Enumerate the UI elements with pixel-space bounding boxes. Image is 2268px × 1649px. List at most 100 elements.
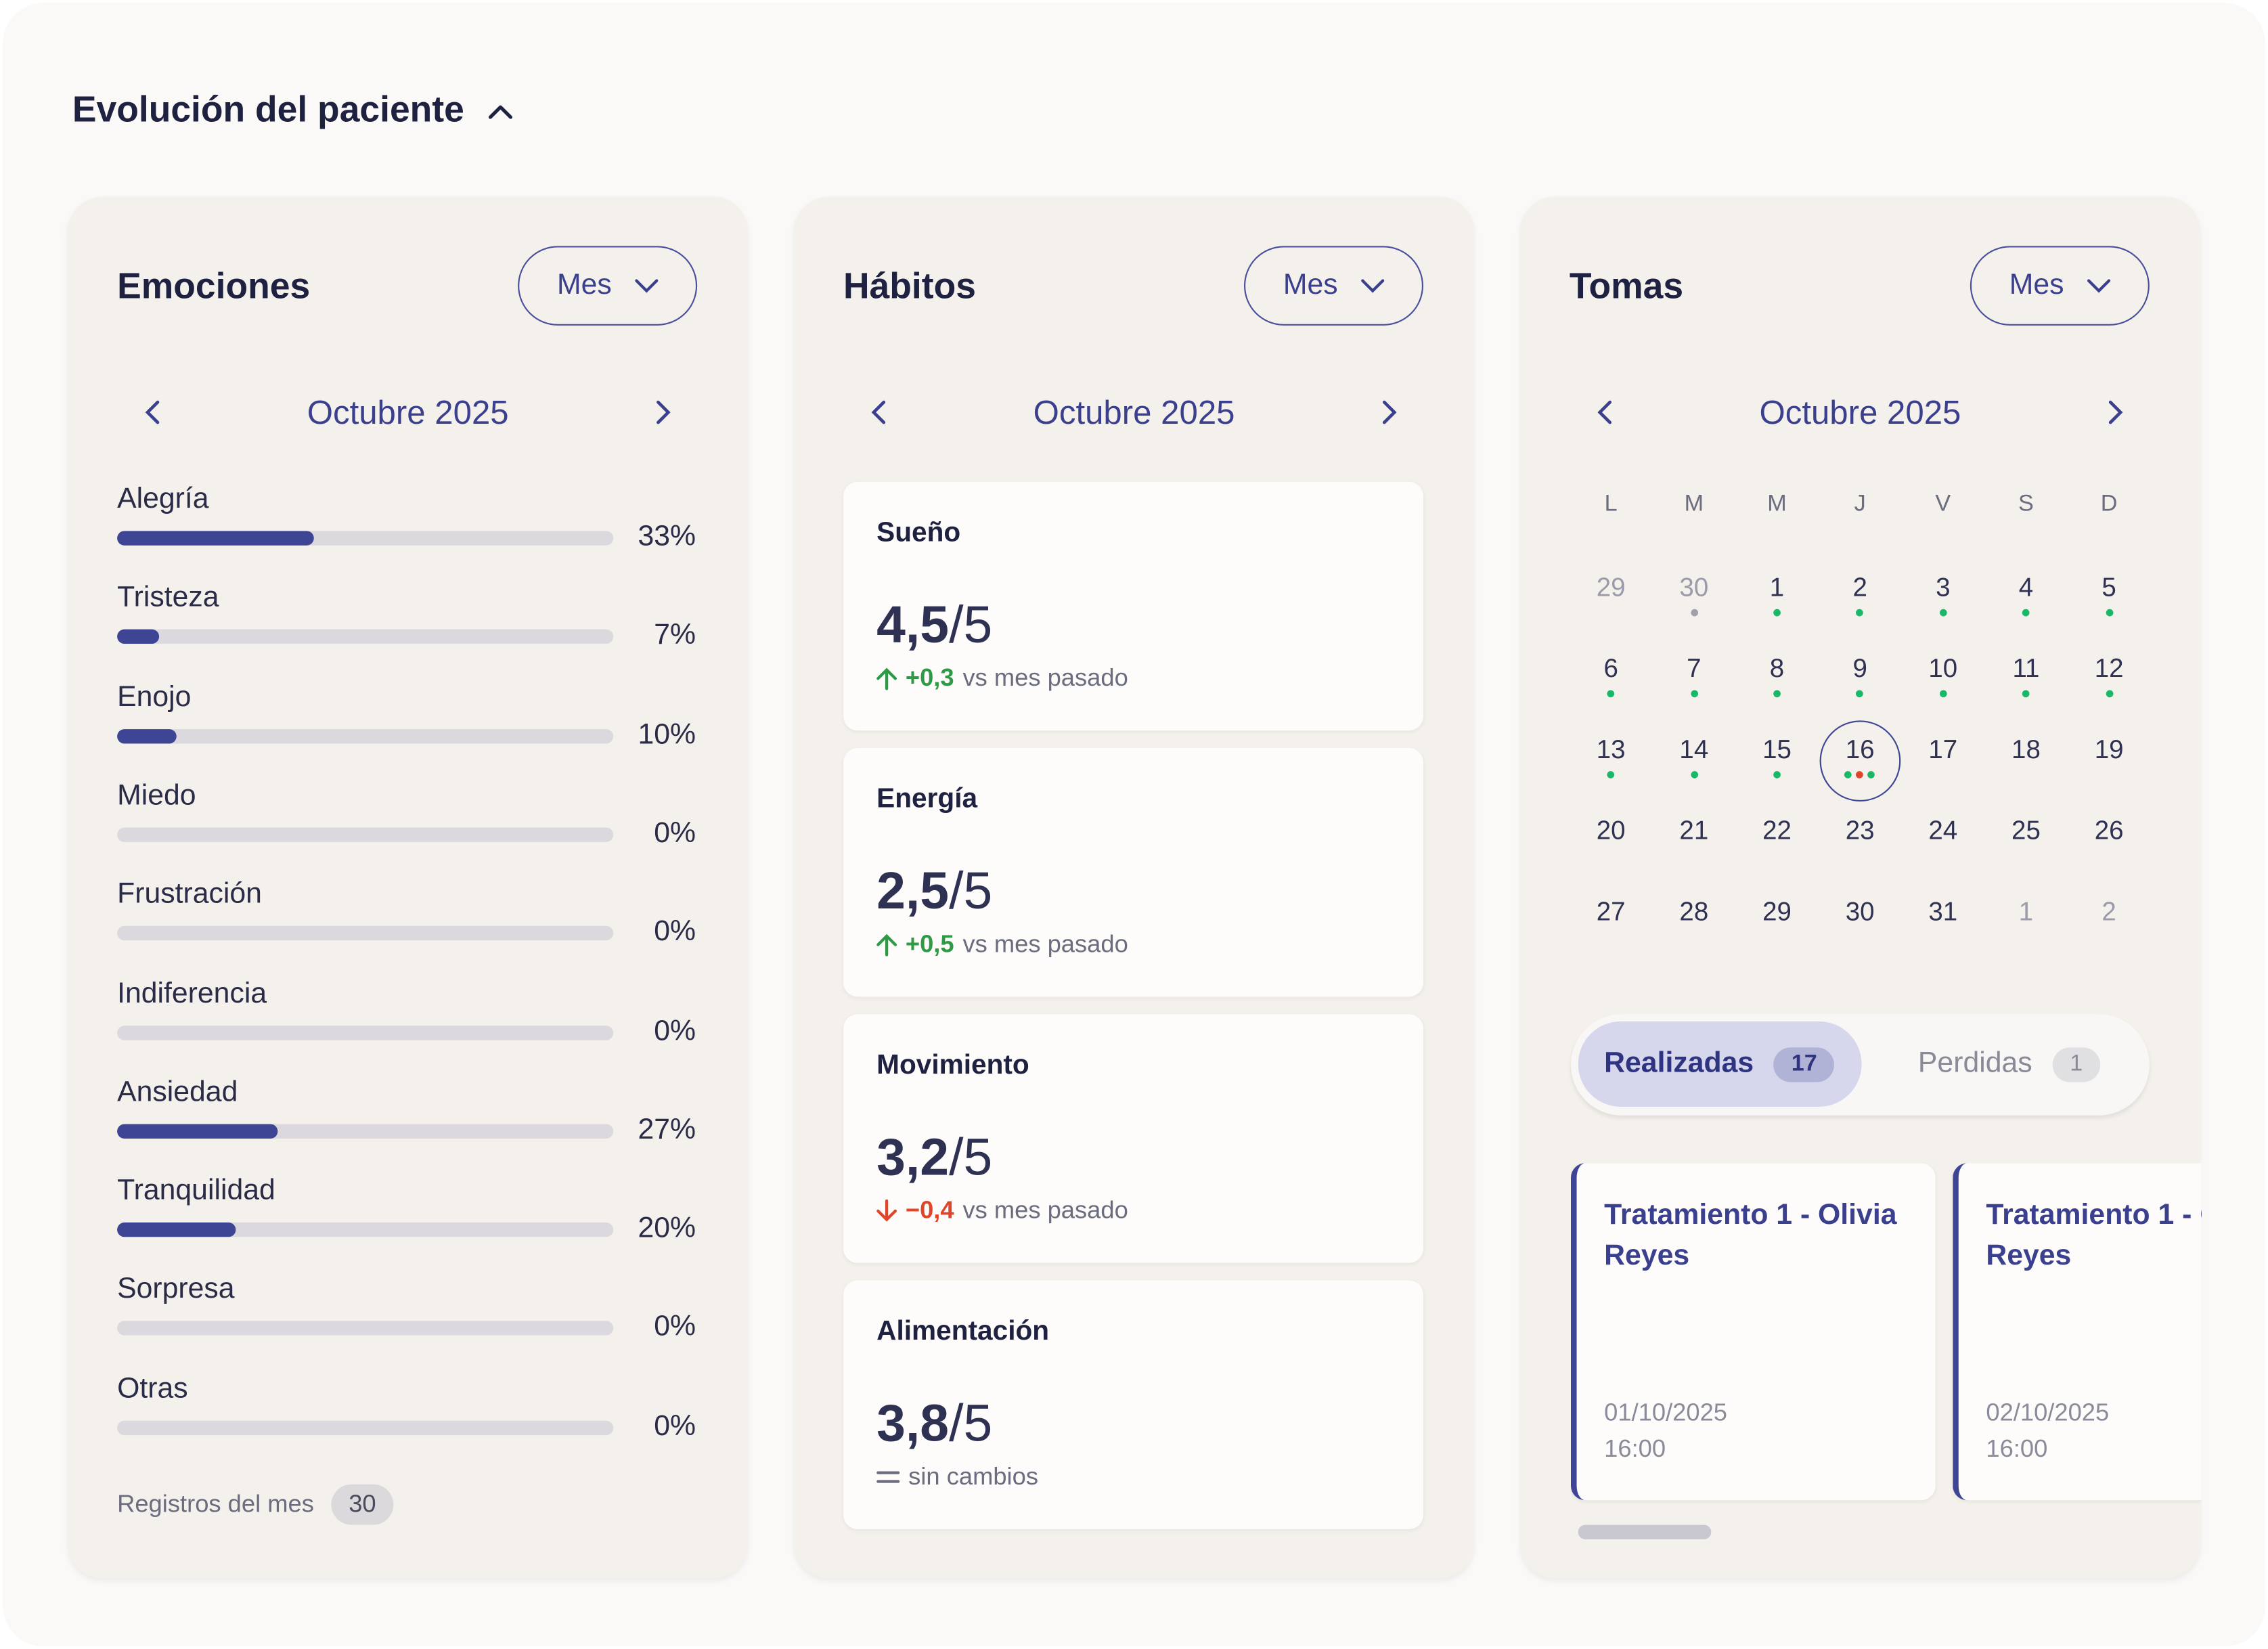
tab-realizadas[interactable]: Realizadas 17: [1578, 1021, 1862, 1107]
calendar-day[interactable]: 19: [2068, 724, 2151, 805]
dose-datetime: 02/10/2025 16:00: [1986, 1394, 2109, 1467]
chevron-down-icon: [634, 278, 659, 292]
records-label: Registros del mes: [117, 1490, 314, 1518]
calendar-day[interactable]: 24: [1901, 804, 1984, 885]
section-header[interactable]: Evolución del paciente: [72, 90, 514, 132]
calendar-day[interactable]: 12: [2068, 642, 2151, 724]
calendar-day[interactable]: 28: [1653, 885, 1736, 967]
calendar: L M M J V S D 29 30 1 2 3 4 5 6 7 8 9 10 11 12 13 14 15 16 17 18 19…: [1570, 481, 2151, 967]
period-dropdown[interactable]: Mes: [1970, 246, 2150, 326]
calendar-day[interactable]: 1: [1735, 561, 1819, 642]
day-number: 28: [1679, 897, 1709, 926]
calendar-day[interactable]: 9: [1819, 642, 1902, 724]
day-number: 6: [1603, 654, 1618, 683]
emotion-row: Enojo 10%: [117, 681, 696, 750]
calendar-day[interactable]: 25: [1984, 804, 2068, 885]
calendar-day[interactable]: 6: [1570, 642, 1653, 724]
score-value: 4,5: [876, 594, 950, 655]
day-number: 9: [1852, 654, 1867, 683]
period-label: Mes: [2009, 269, 2064, 301]
emotion-label: Indiferencia: [117, 977, 267, 1009]
calendar-day[interactable]: 4: [1984, 561, 2068, 642]
doses-cards-scroller[interactable]: Tratamiento 1 - Olivia Reyes 01/10/2025 16…: [1570, 1163, 2202, 1504]
calendar-day[interactable]: 29: [1735, 885, 1819, 967]
calendar-day[interactable]: 23: [1819, 804, 1902, 885]
weekday-label: V: [1935, 491, 1951, 516]
chevron-up-icon[interactable]: [487, 102, 513, 120]
calendar-day[interactable]: 10: [1901, 642, 1984, 724]
emotion-row: Frustración 0%: [117, 879, 696, 948]
dose-dot-ok: [1856, 609, 1864, 617]
panel-title: Emociones: [117, 266, 311, 307]
emotion-bar-fill: [117, 1223, 237, 1237]
horizontal-scrollbar[interactable]: [1578, 1524, 1712, 1539]
calendar-day-selected[interactable]: 16: [1819, 720, 1902, 805]
day-number: 29: [1596, 573, 1626, 602]
arrow-up-icon: [876, 667, 897, 690]
tab-label: Realizadas: [1604, 1047, 1754, 1080]
calendar-day[interactable]: 7: [1653, 642, 1736, 724]
delta-note: vs mes pasado: [962, 663, 1128, 692]
arrow-down-icon: [876, 1199, 897, 1222]
emotion-bar-fill: [117, 728, 177, 743]
emotion-percent: 0%: [654, 1311, 696, 1344]
calendar-day[interactable]: 15: [1735, 724, 1819, 805]
calendar-day[interactable]: 21: [1653, 804, 1736, 885]
habit-card: Movimiento 3,2/5 −0,4 vs mes pasado: [843, 1014, 1424, 1263]
month-nav: Octubre 2025: [843, 388, 1425, 437]
doses-panel: Tomas Mes Octubre 2025 L M M J V S D 29 30 1 2 3 4 5 6…: [1520, 196, 2202, 1579]
calendar-day[interactable]: 17: [1901, 724, 1984, 805]
dose-card[interactable]: Tratamiento 1 - Olivia Reyes 01/10/2025 16…: [1570, 1163, 1936, 1501]
calendar-day[interactable]: 2: [1819, 561, 1902, 642]
tab-perdidas[interactable]: Perdidas 1: [1892, 1021, 2126, 1107]
calendar-day[interactable]: 20: [1570, 804, 1653, 885]
chevron-left-icon[interactable]: [869, 399, 887, 425]
calendar-day[interactable]: 1: [1984, 885, 2068, 967]
dose-card[interactable]: Tratamiento 1 - Olivia Reyes 02/10/2025 16…: [1953, 1163, 2202, 1501]
calendar-day[interactable]: 22: [1735, 804, 1819, 885]
calendar-day[interactable]: 31: [1901, 885, 1984, 967]
day-number: 31: [1928, 897, 1958, 926]
period-dropdown[interactable]: Mes: [518, 246, 698, 326]
calendar-day[interactable]: 18: [1984, 724, 2068, 805]
calendar-day[interactable]: 30: [1819, 885, 1902, 967]
dose-dot-ok: [1856, 690, 1864, 698]
emotion-row: Tristeza 7%: [117, 582, 696, 651]
calendar-day[interactable]: 14: [1653, 724, 1736, 805]
delta-value: +0,5: [905, 930, 954, 958]
period-dropdown[interactable]: Mes: [1243, 246, 1424, 326]
calendar-day[interactable]: 5: [2068, 561, 2151, 642]
calendar-day[interactable]: 3: [1901, 561, 1984, 642]
day-number: 29: [1762, 897, 1792, 926]
emotion-label: Otras: [117, 1372, 188, 1405]
dose-dot-ok: [1690, 771, 1698, 778]
calendar-day[interactable]: 27: [1570, 885, 1653, 967]
dose-dot-ok: [1607, 690, 1615, 698]
doses-tabs: Realizadas 17 Perdidas 1: [1570, 1014, 2150, 1116]
chevron-left-icon[interactable]: [1595, 399, 1613, 425]
emotion-bar: [117, 728, 614, 743]
day-number: 3: [1936, 573, 1951, 602]
calendar-day[interactable]: 8: [1735, 642, 1819, 724]
emotion-row: Otras 0%: [117, 1372, 696, 1442]
calendar-day[interactable]: 2: [2068, 885, 2151, 967]
day-number: 26: [2094, 816, 2124, 845]
calendar-day[interactable]: 26: [2068, 804, 2151, 885]
dose-dot-ok: [1773, 771, 1781, 778]
calendar-day[interactable]: 13: [1570, 724, 1653, 805]
emotion-bar: [117, 630, 614, 644]
monthly-records: Registros del mes 30: [117, 1484, 394, 1525]
calendar-day[interactable]: 30: [1653, 561, 1736, 642]
emotions-panel: Emociones Mes Octubre 2025 Alegría 33% Tr…: [68, 196, 748, 1579]
chevron-right-icon[interactable]: [1381, 399, 1399, 425]
month-nav: Octubre 2025: [1570, 388, 2151, 437]
chevron-right-icon[interactable]: [655, 399, 673, 425]
calendar-day[interactable]: 11: [1984, 642, 2068, 724]
chevron-left-icon[interactable]: [143, 399, 161, 425]
emotion-bar: [117, 1321, 614, 1336]
month-nav: Octubre 2025: [117, 388, 698, 437]
calendar-day[interactable]: 29: [1570, 561, 1653, 642]
day-number: 20: [1596, 816, 1626, 845]
chevron-right-icon[interactable]: [2108, 399, 2125, 425]
